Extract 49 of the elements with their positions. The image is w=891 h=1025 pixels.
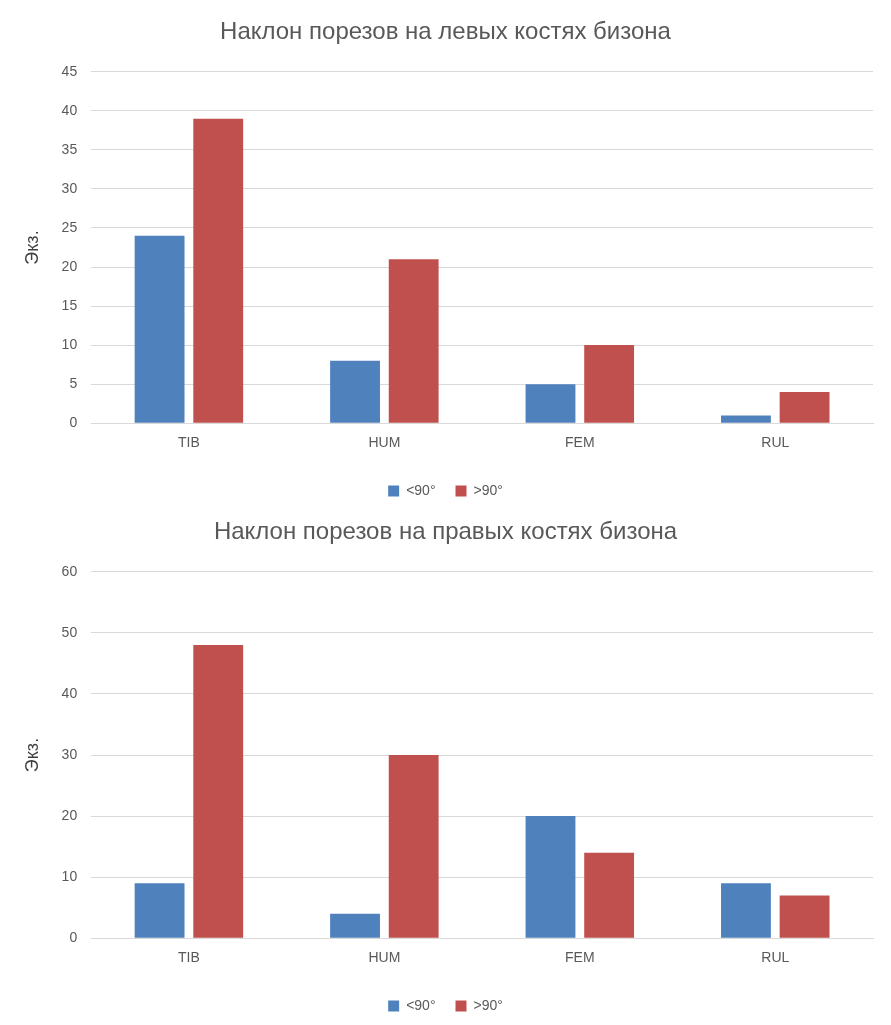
x-tick-label: RUL <box>761 949 790 966</box>
bar <box>525 816 576 938</box>
y-tick-label: 25 <box>61 218 78 235</box>
bar <box>584 852 635 938</box>
y-tick-label: 15 <box>61 296 78 313</box>
bar <box>134 883 185 938</box>
legend-label: >90° <box>473 481 503 498</box>
bar <box>193 118 244 423</box>
bar <box>779 895 830 938</box>
bar <box>330 360 380 423</box>
y-tick-label: 40 <box>61 101 78 118</box>
y-tick-label: 0 <box>69 929 78 946</box>
x-tick-label: HUM <box>368 949 401 966</box>
bar <box>388 259 439 423</box>
y-tick-label: 45 <box>61 62 78 79</box>
bar <box>193 645 244 938</box>
y-tick-label: 50 <box>61 623 78 640</box>
y-tick-label: 0 <box>69 414 78 431</box>
x-tick-label: FEM <box>565 949 595 966</box>
x-tick-label: TIB <box>178 949 200 966</box>
y-tick-label: 20 <box>61 257 78 274</box>
y-axis-title: Экз. <box>21 737 42 773</box>
legend-label: >90° <box>473 996 503 1013</box>
y-tick-label: 60 <box>61 562 78 579</box>
legend-label: <90° <box>406 481 436 498</box>
bar <box>721 883 771 938</box>
y-tick-label: 30 <box>61 745 78 762</box>
y-axis-title: Экз. <box>21 230 42 265</box>
y-tick-label: 10 <box>61 867 78 884</box>
y-tick-label: 40 <box>61 684 78 701</box>
bar <box>388 755 439 938</box>
x-tick-label: FEM <box>565 434 595 451</box>
x-tick-label: TIB <box>178 434 200 451</box>
bar <box>721 415 771 423</box>
x-tick-label: HUM <box>368 434 401 451</box>
y-tick-label: 5 <box>69 375 78 392</box>
x-tick-label: RUL <box>761 434 790 451</box>
y-tick-label: 30 <box>61 179 78 196</box>
legend-label: <90° <box>406 996 436 1013</box>
y-tick-label: 10 <box>61 335 78 352</box>
chart-title: Наклон порезов на правых костях бизона <box>213 517 678 545</box>
bar <box>779 391 830 423</box>
bar <box>134 235 185 423</box>
bar <box>330 913 380 938</box>
bar <box>525 384 576 423</box>
y-tick-label: 35 <box>61 140 78 157</box>
bar <box>584 345 635 423</box>
chart-title: Наклон порезов на левых костях бизона <box>220 17 672 45</box>
y-tick-label: 20 <box>61 806 78 823</box>
